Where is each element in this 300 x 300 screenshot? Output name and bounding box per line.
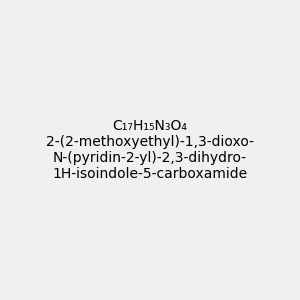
Text: C₁₇H₁₅N₃O₄
2-(2-methoxyethyl)-1,3-dioxo-
N-(pyridin-2-yl)-2,3-dihydro-
1H-isoind: C₁₇H₁₅N₃O₄ 2-(2-methoxyethyl)-1,3-dioxo-…	[46, 119, 254, 181]
